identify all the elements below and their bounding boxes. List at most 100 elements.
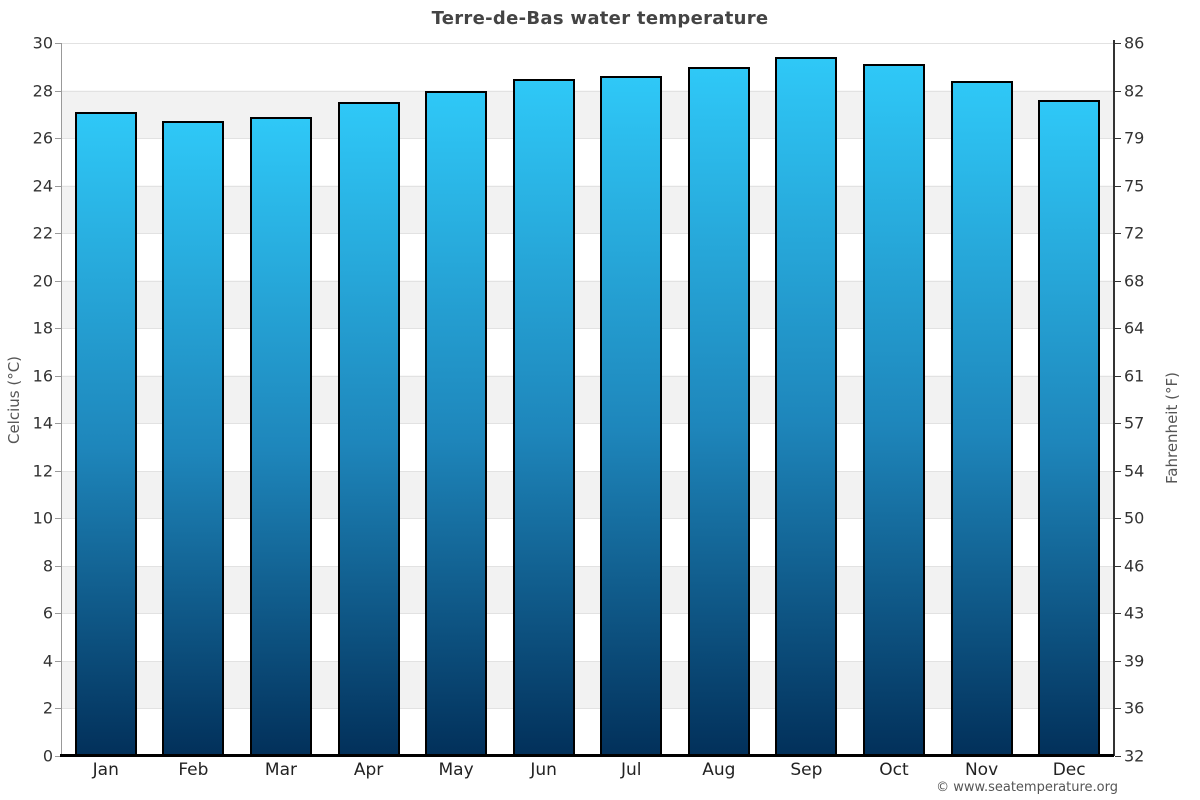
bar-slot-jun [500, 43, 588, 756]
month-label-jul: Jul [621, 760, 642, 780]
celsius-tick-label-22: 22 [32, 223, 53, 243]
celsius-tick-30 [55, 43, 61, 44]
bar-slot-oct [850, 43, 938, 756]
bar-slot-feb [150, 43, 238, 756]
month-label-oct: Oct [879, 760, 909, 780]
fahrenheit-tick-label-54: 54 [1124, 461, 1145, 481]
fahrenheit-tick-label-61: 61 [1124, 366, 1145, 386]
celsius-tick-label-26: 26 [32, 128, 53, 148]
bar-nov [950, 81, 1013, 756]
month-label-mar: Mar [264, 760, 297, 780]
celsius-tick-label-10: 10 [32, 508, 53, 528]
bar-oct [862, 64, 925, 756]
celsius-tick-label-28: 28 [32, 81, 53, 101]
celsius-tick-label-16: 16 [32, 366, 53, 386]
bar-mar [249, 116, 312, 756]
fahrenheit-tick-label-86: 86 [1124, 33, 1145, 53]
fahrenheit-axis-title: Fahrenheit (°F) [1163, 372, 1181, 484]
plot-area [60, 43, 1114, 757]
bars-row [62, 43, 1113, 756]
celsius-tick-8 [55, 565, 61, 567]
celsius-axis-line [61, 43, 62, 756]
gridline-4c [62, 660, 1113, 662]
bar-may [425, 90, 488, 756]
gridline-6c [62, 613, 1113, 615]
bar-jul [600, 76, 663, 756]
gridline-26c [62, 138, 1113, 140]
month-label-may: May [438, 760, 474, 780]
celsius-tick-12 [55, 470, 61, 472]
watermark-credit: © www.seatemperature.org [936, 780, 1118, 795]
bar-slot-apr [325, 43, 413, 756]
celsius-tick-label-12: 12 [32, 461, 53, 481]
fahrenheit-tick-79 [1115, 138, 1121, 140]
gridline-14c [62, 423, 1113, 425]
fahrenheit-tick-36 [1115, 708, 1121, 710]
bar-slot-may [412, 43, 500, 756]
bar-slot-jul [587, 43, 675, 756]
celsius-tick-2 [55, 708, 61, 710]
fahrenheit-tick-label-32: 32 [1124, 746, 1145, 766]
fahrenheit-tick-64 [1115, 328, 1121, 330]
fahrenheit-axis-line [1113, 40, 1115, 756]
month-label-apr: Apr [353, 760, 384, 780]
gridline-10c [62, 518, 1113, 520]
celsius-tick-label-4: 4 [42, 651, 53, 671]
fahrenheit-tick-label-57: 57 [1124, 413, 1145, 433]
celsius-tick-label-24: 24 [32, 176, 53, 196]
celsius-tick-4 [55, 660, 61, 662]
bar-aug [687, 66, 750, 756]
bar-slot-jan [62, 43, 150, 756]
gridline-2c [62, 708, 1113, 710]
fahrenheit-tick-82 [1115, 90, 1121, 92]
fahrenheit-tick-label-79: 79 [1124, 128, 1145, 148]
bar-feb [162, 121, 225, 756]
gridline-24c [62, 185, 1113, 187]
month-label-nov: Nov [964, 760, 999, 780]
bar-jan [74, 111, 137, 756]
gridline-8c [62, 565, 1113, 567]
fahrenheit-tick-label-39: 39 [1124, 651, 1145, 671]
bar-slot-mar [237, 43, 325, 756]
month-label-feb: Feb [178, 760, 209, 780]
celsius-tick-label-30: 30 [32, 33, 53, 53]
bar-slot-nov [938, 43, 1026, 756]
fahrenheit-tick-label-50: 50 [1124, 508, 1145, 528]
fahrenheit-tick-86 [1115, 43, 1121, 44]
month-label-sep: Sep [790, 760, 823, 780]
fahrenheit-tick-label-46: 46 [1124, 556, 1145, 576]
celsius-tick-10 [55, 518, 61, 520]
celsius-tick-6 [55, 613, 61, 615]
celsius-tick-0 [55, 756, 61, 757]
celsius-tick-16 [55, 375, 61, 377]
bar-sep [775, 57, 838, 756]
celsius-tick-label-18: 18 [32, 318, 53, 338]
celsius-tick-26 [55, 138, 61, 140]
gridline-12c [62, 470, 1113, 472]
celsius-tick-label-2: 2 [42, 698, 53, 718]
fahrenheit-tick-label-72: 72 [1124, 223, 1145, 243]
fahrenheit-tick-32 [1115, 756, 1121, 757]
bar-slot-aug [675, 43, 763, 756]
fahrenheit-tick-61 [1115, 375, 1121, 377]
fahrenheit-tick-label-82: 82 [1124, 81, 1145, 101]
fahrenheit-tick-label-75: 75 [1124, 176, 1145, 196]
fahrenheit-tick-43 [1115, 613, 1121, 615]
celsius-tick-label-14: 14 [32, 413, 53, 433]
celsius-tick-14 [55, 423, 61, 425]
bar-jun [512, 78, 575, 756]
fahrenheit-tick-label-68: 68 [1124, 271, 1145, 291]
celsius-tick-28 [55, 90, 61, 92]
gridline-18c [62, 328, 1113, 330]
gridline-28c [62, 90, 1113, 92]
celsius-axis-title: Celcius (°C) [5, 355, 23, 445]
celsius-tick-24 [55, 185, 61, 187]
celsius-tick-22 [55, 233, 61, 235]
fahrenheit-tick-72 [1115, 233, 1121, 235]
gridline-16c [62, 375, 1113, 377]
month-label-jun: Jun [530, 760, 557, 780]
celsius-tick-20 [55, 280, 61, 282]
gridline-30c [62, 43, 1113, 44]
bar-slot-dec [1025, 43, 1113, 756]
chart-title: Terre-de-Bas water temperature [431, 8, 769, 29]
